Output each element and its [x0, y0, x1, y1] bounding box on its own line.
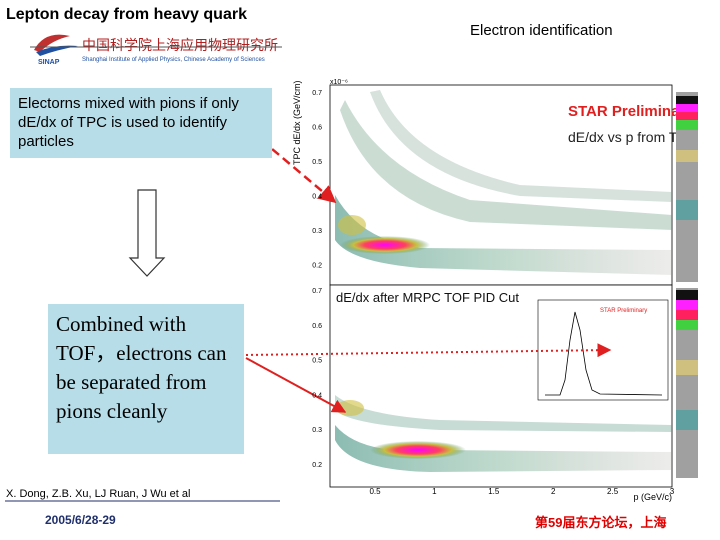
y-tick-label: 0.4	[312, 194, 322, 201]
logo-text: SINAP	[38, 59, 60, 66]
y-exponent: x10⁻⁶	[330, 79, 348, 86]
y-tick-label: 0.4	[312, 392, 322, 399]
x-tick-label: 1	[432, 487, 437, 496]
arrow	[245, 343, 612, 358]
plot-title: dE/dx vs p from TPC	[568, 129, 697, 145]
x-tick-label: 1.5	[488, 487, 500, 496]
subtitle: Electron identification	[470, 22, 613, 39]
down-arrow	[128, 189, 166, 277]
authors: X. Dong, Z.B. Xu, LJ Ruan, J Wu et al	[6, 488, 191, 500]
date: 2005/6/28-29	[45, 513, 116, 527]
y-tick-label: 0.3	[312, 228, 322, 235]
logo: SINAP 中国科学院上海应用物理研究所 Shanghai Institute …	[30, 34, 282, 66]
x-tick-label: 3	[670, 487, 675, 496]
y-tick-label: 0.7	[312, 288, 322, 295]
y-axis-label: TPC dE/dx (GeV/cm)	[292, 80, 302, 165]
y-tick-label: 0.7	[312, 90, 322, 97]
arrow	[245, 357, 347, 413]
y-tick-label: 0.3	[312, 427, 322, 434]
plot-title: dE/dx after MRPC TOF PID Cut	[336, 290, 519, 305]
y-tick-label: 0.6	[312, 323, 322, 330]
y-tick-label: 0.5	[312, 159, 322, 166]
plot-label: STAR Preliminary	[568, 103, 694, 120]
x-tick-label: 2.5	[607, 487, 619, 496]
x-axis-label: p (GeV/c)	[633, 492, 672, 502]
bottom-plot: dE/dx after MRPC TOF PID Cut STAR Prelim…	[329, 284, 673, 502]
callout: Electorns mixed with pions if only dE/dx…	[10, 88, 272, 158]
title: Lepton decay from heavy quark	[6, 6, 247, 23]
institute-cn: 中国科学院上海应用物理研究所	[82, 37, 278, 53]
palette	[676, 92, 698, 478]
y-tick-label: 0.6	[312, 125, 322, 132]
y-tick-label: 0.2	[312, 462, 322, 469]
callout: Combined with TOF，electrons can be separ…	[48, 304, 244, 454]
y-tick-label: 0.5	[312, 358, 322, 365]
institute-en: Shanghai Institute of Applied Physics, C…	[82, 57, 265, 63]
x-tick-label: 2	[551, 487, 556, 496]
x-tick-label: 0.5	[369, 487, 381, 496]
top-plot: STAR Preliminary dE/dx vs p from TPC TPC…	[292, 79, 697, 286]
inset-label: STAR Preliminary	[600, 308, 647, 314]
event: 第59届东方论坛，上海	[535, 515, 667, 530]
y-tick-label: 0.2	[312, 263, 322, 270]
